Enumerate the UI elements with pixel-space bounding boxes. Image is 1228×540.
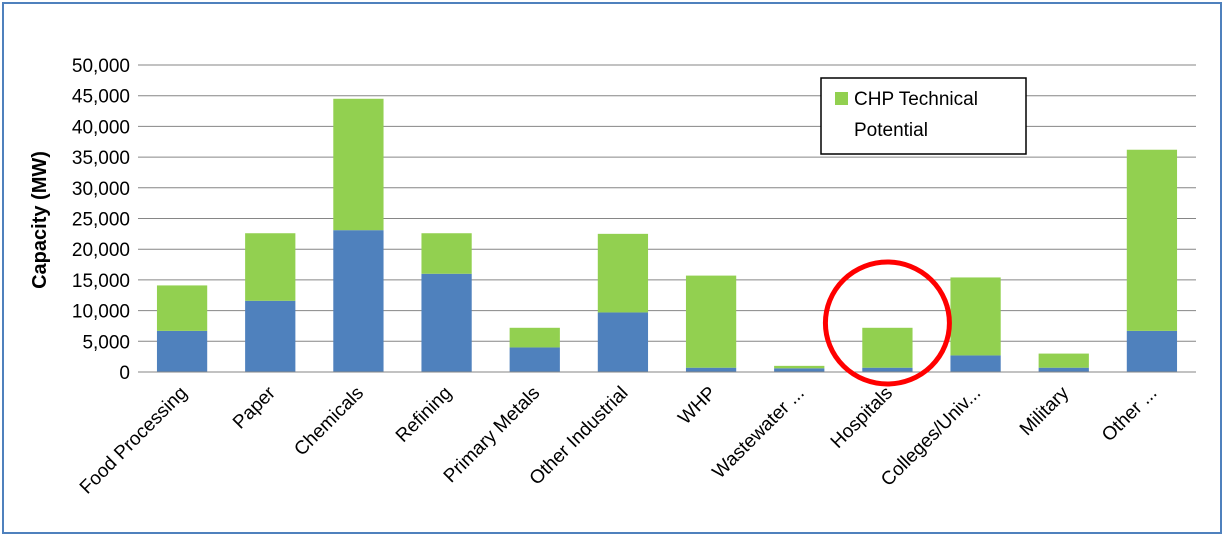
x-tick-labels: Food Processing Paper Chemicals RefiningPri…: [76, 382, 1162, 498]
bar-wastewater-series-2: [774, 365, 825, 369]
x-tick-label: Other ...: [1098, 383, 1161, 446]
gridlines: [138, 64, 1196, 342]
y-tick-label: 0: [119, 363, 130, 384]
bar-other-series-2: [1126, 149, 1178, 331]
y-tick-label: 5,000: [82, 332, 130, 353]
bar-chemicals-series-2: [333, 98, 384, 231]
y-tick-label: 50,000: [72, 56, 130, 77]
legend-label-line2: Potential: [854, 120, 928, 141]
x-tick-label: Hospitals: [827, 383, 897, 453]
y-tick-label: 20,000: [72, 240, 130, 261]
bar-paper-series-1: [245, 300, 296, 372]
bar-other-industrial-series-2: [597, 233, 649, 313]
bar-refining-series-1: [421, 273, 472, 372]
bar-other-series-1: [1126, 330, 1178, 372]
highlight-circle: [822, 259, 952, 387]
bars: [156, 98, 1178, 372]
bar-colleges-univ-series-2: [950, 277, 1001, 356]
bar-primary-metals-series-1: [509, 347, 560, 372]
y-tick-label: 40,000: [72, 117, 130, 138]
x-tick-label: Military: [1016, 382, 1074, 440]
bar-paper-series-2: [245, 233, 296, 301]
bar-colleges-univ-series-1: [950, 355, 1001, 372]
legend-swatch-chp-technical-potential: [835, 92, 848, 105]
bar-refining-series-2: [421, 233, 472, 274]
y-tick-label: 10,000: [72, 302, 130, 323]
y-tick-label: 45,000: [72, 87, 130, 108]
x-tick-label: Chemicals: [290, 383, 368, 461]
bar-other-industrial-series-1: [597, 312, 649, 372]
legend: CHP Technical Potential: [820, 77, 1027, 155]
bar-whp-series-2: [685, 275, 737, 368]
bar-wastewater-series-1: [774, 368, 825, 372]
y-tick-label: 15,000: [72, 271, 130, 292]
y-tick-labels: 0 5,000 10,000 15,000 20,000 25,000 30,000 35,0…: [72, 56, 130, 384]
y-tick-label: 35,000: [72, 148, 130, 169]
legend-label-line1: CHP Technical: [854, 89, 978, 110]
y-tick-label: 30,000: [72, 179, 130, 200]
x-tick-label: Refining: [392, 383, 456, 447]
legend-box: [820, 77, 1027, 155]
y-tick-label: 25,000: [72, 210, 130, 231]
bar-military-series-2: [1038, 353, 1089, 368]
x-tick-label: Wastewater ...: [709, 383, 809, 483]
bar-military-series-1: [1038, 367, 1089, 372]
bar-hospitals-series-2: [862, 327, 913, 368]
bar-whp-series-1: [685, 367, 737, 372]
x-tick-label: Paper: [229, 382, 280, 433]
x-tick-label: Food Processing: [76, 383, 192, 499]
bar-hospitals-series-1: [862, 367, 913, 372]
x-tick-label: WHP: [674, 383, 720, 429]
bar-food-processing-series-1: [156, 330, 208, 372]
bar-primary-metals-series-2: [509, 327, 560, 348]
bar-food-processing-series-2: [156, 285, 208, 331]
bar-chemicals-series-1: [333, 230, 384, 372]
y-axis-title: Capacity (MW): [29, 151, 51, 289]
